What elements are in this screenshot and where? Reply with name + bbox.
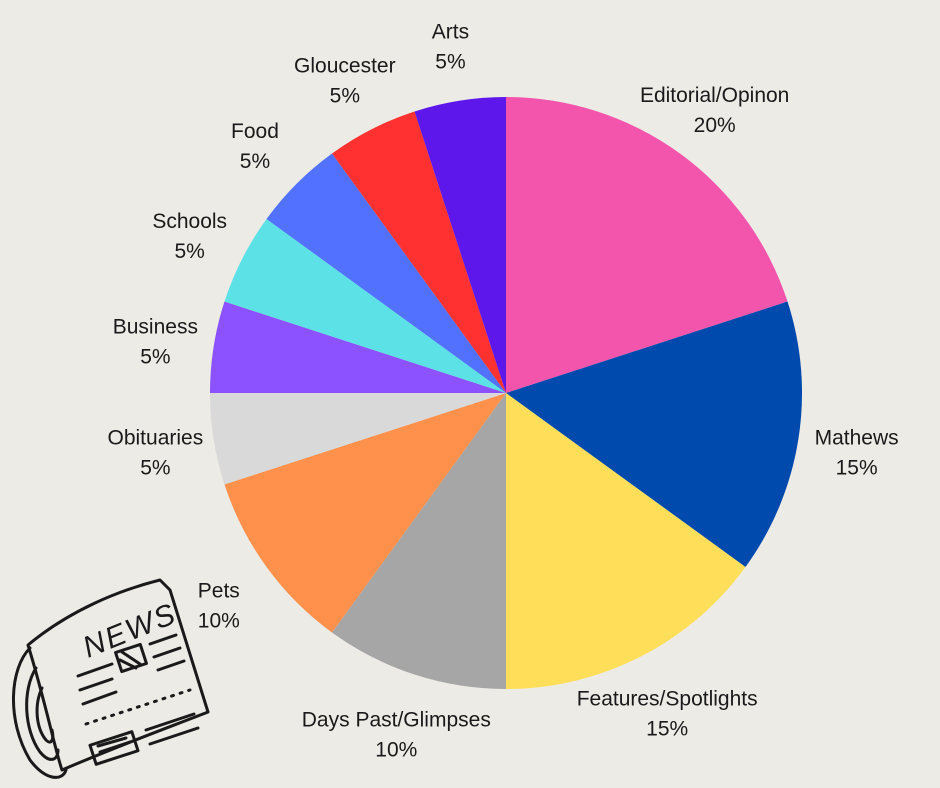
- pie-slice-features-spotlights: [506, 393, 746, 689]
- slice-label-gloucester: Gloucester: [294, 55, 396, 78]
- pie-slice-schools: [224, 219, 506, 393]
- slice-label-arts: Arts: [432, 20, 469, 43]
- pie-slice-pets: [224, 393, 506, 633]
- slice-value-editorial-opinon: 20%: [694, 114, 736, 137]
- slice-label-business: Business: [113, 315, 198, 338]
- pie-slice-arts: [414, 97, 506, 393]
- slice-label-obituaries: Obituaries: [108, 427, 204, 450]
- pie-slice-business: [210, 301, 506, 393]
- pie-slice-gloucester: [332, 111, 506, 393]
- slice-value-days-past-glimpses: 10%: [375, 739, 417, 762]
- pie-slice-days-past-glimpses: [332, 393, 506, 689]
- pie-slice-food: [266, 153, 506, 393]
- slice-label-days-past-glimpses: Days Past/Glimpses: [302, 709, 491, 732]
- slice-label-pets: Pets: [198, 580, 240, 603]
- slice-value-food: 5%: [240, 150, 270, 173]
- slice-label-food: Food: [231, 120, 279, 143]
- pie-slice-mathews: [506, 301, 802, 567]
- slice-label-mathews: Mathews: [815, 427, 899, 450]
- slice-label-editorial-opinon: Editorial/Opinon: [640, 84, 789, 107]
- slice-value-obituaries: 5%: [140, 457, 170, 480]
- newspaper-icon: [12, 578, 210, 779]
- slice-value-arts: 5%: [435, 50, 465, 73]
- slice-value-features-spotlights: 15%: [646, 717, 688, 740]
- slice-value-pets: 10%: [198, 610, 240, 633]
- slice-labels: Editorial/Opinon 20% Mathews 15% Features/Sp…: [108, 20, 899, 761]
- slice-value-gloucester: 5%: [330, 85, 360, 108]
- slice-value-business: 5%: [140, 345, 170, 368]
- slice-label-features-spotlights: Features/Spotlights: [577, 687, 758, 710]
- slice-label-schools: Schools: [152, 210, 227, 233]
- slice-value-schools: 5%: [175, 240, 205, 263]
- pie-slice-editorial-opinon: [506, 97, 788, 393]
- pie-slices: [210, 97, 802, 689]
- pie-slice-obituaries: [210, 393, 506, 485]
- slice-value-mathews: 15%: [836, 457, 878, 480]
